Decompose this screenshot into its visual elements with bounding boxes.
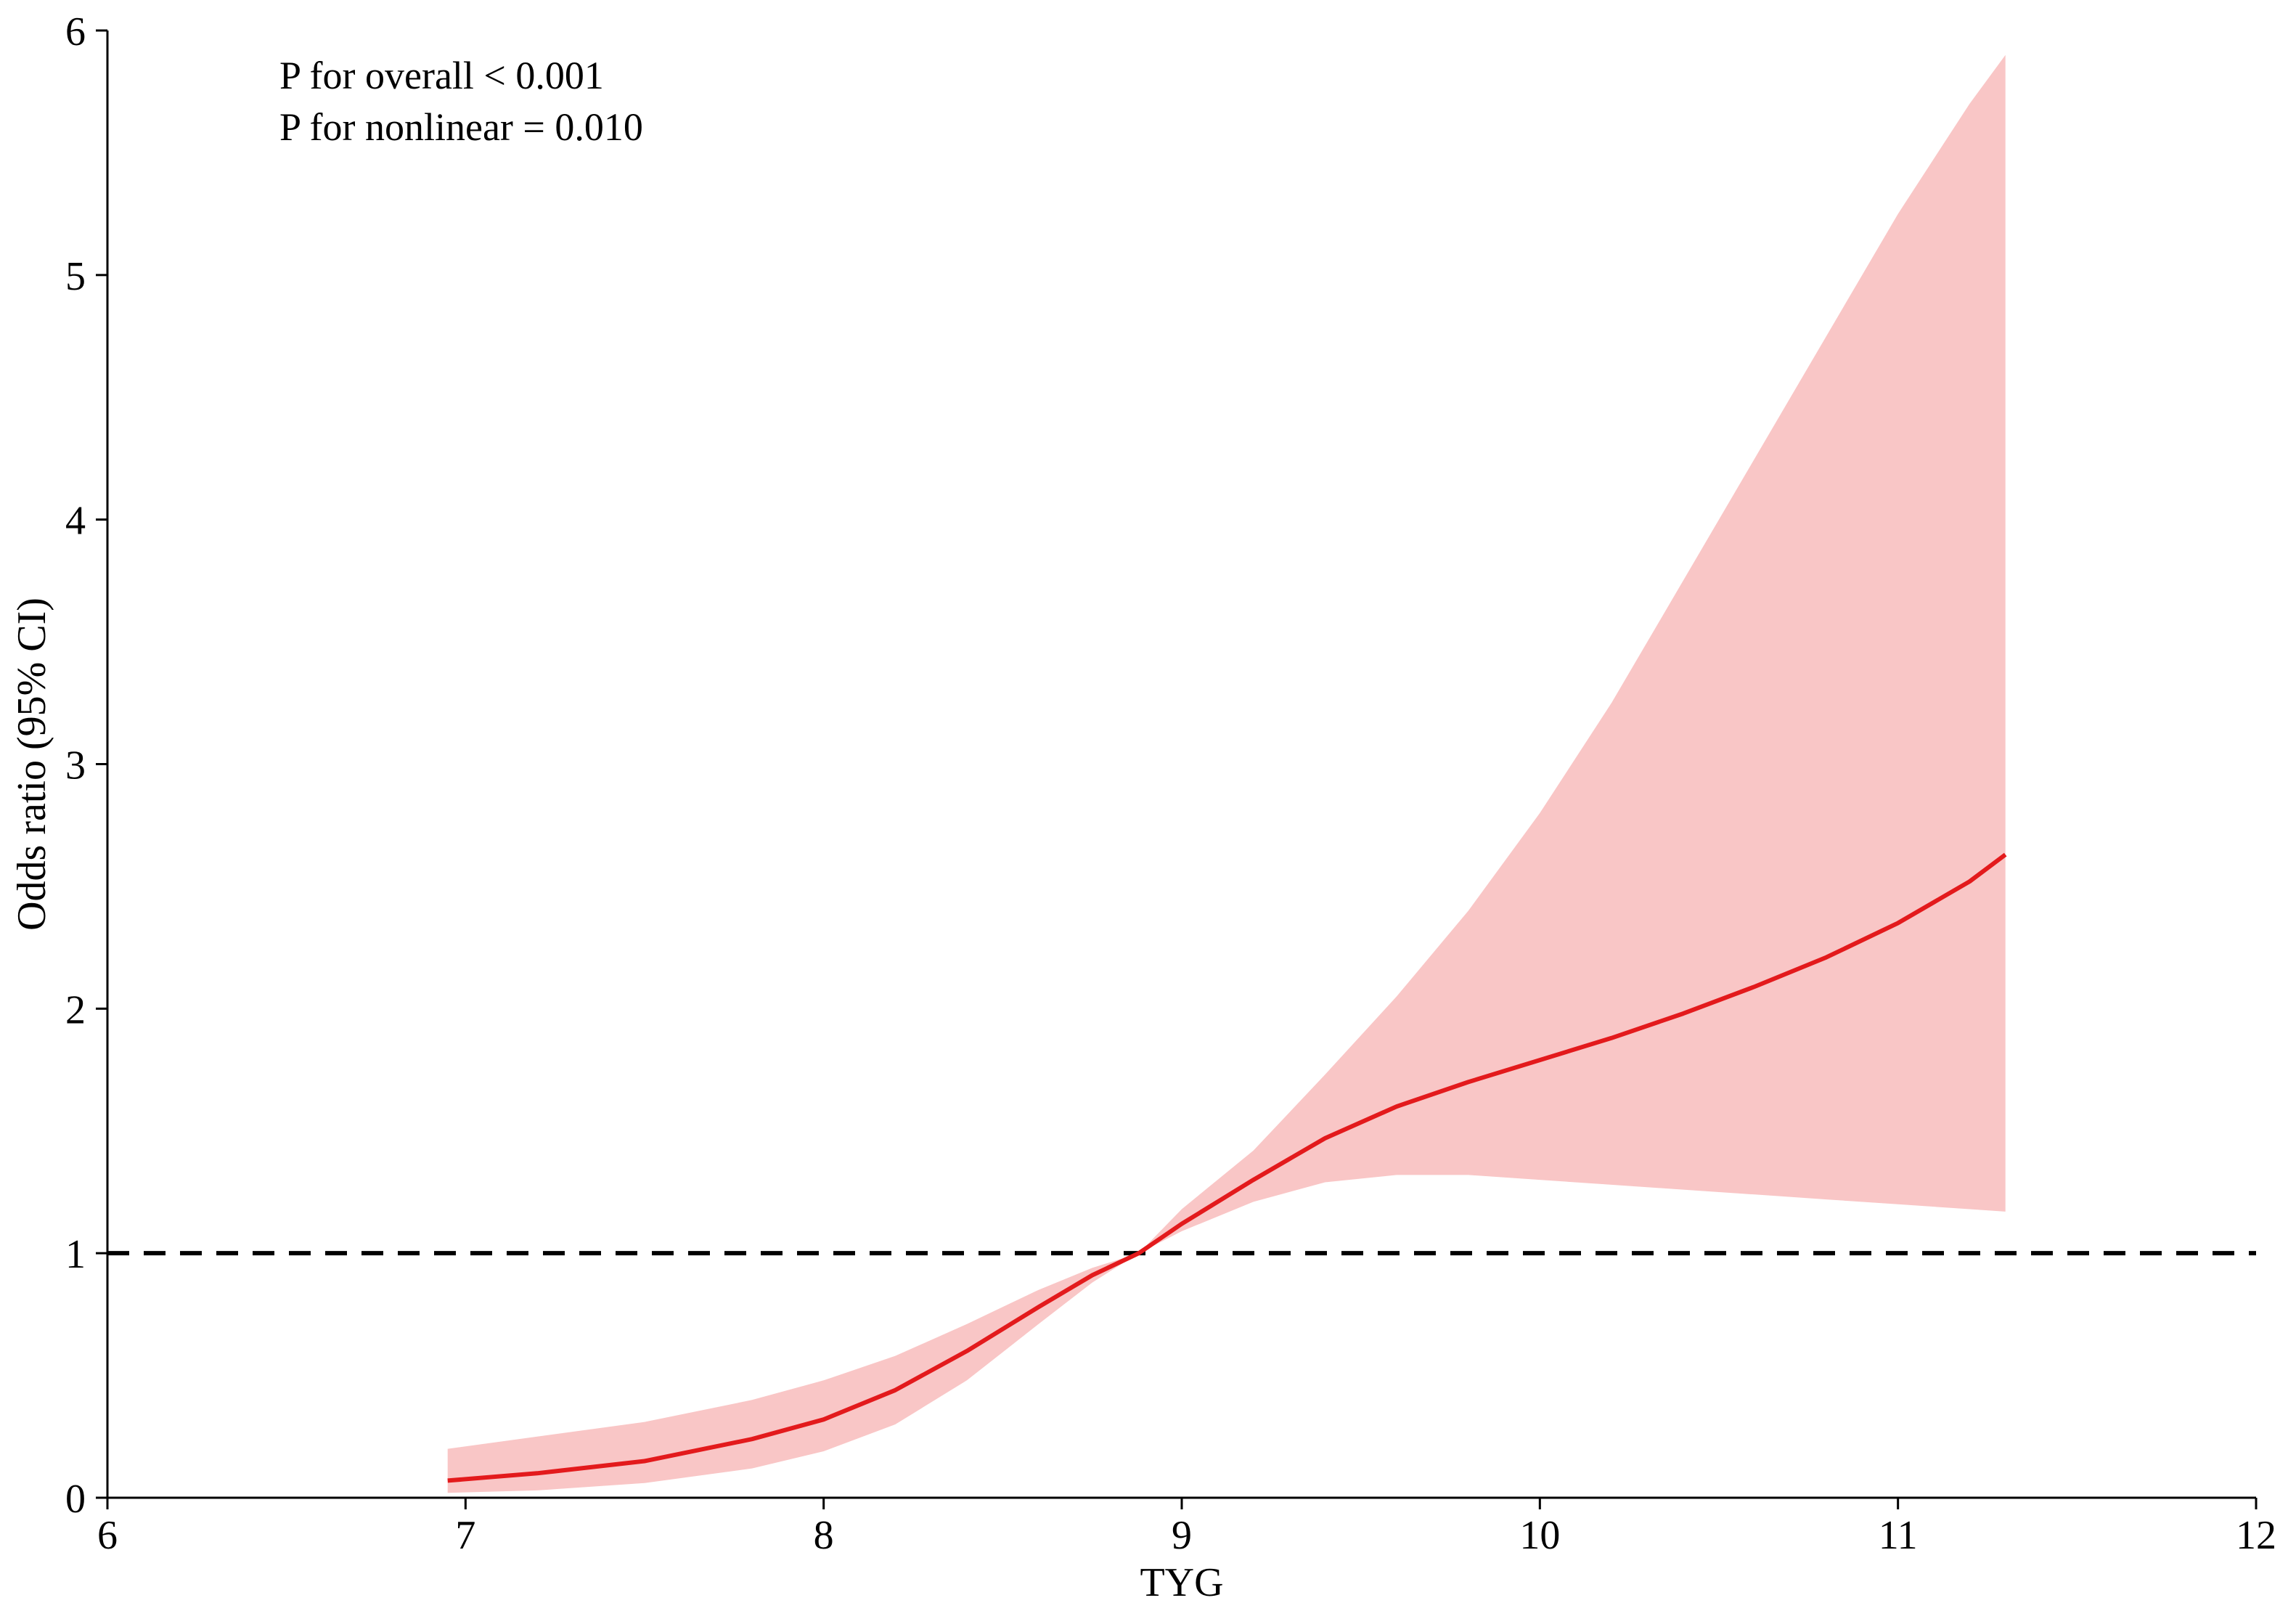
- y-axis-title: Odds ratio (95% CI): [9, 598, 54, 931]
- x-tick-label: 6: [97, 1513, 118, 1558]
- y-tick-label: 5: [65, 254, 86, 299]
- y-tick-label: 2: [65, 987, 86, 1032]
- p-overall-annotation: P for overall < 0.001: [279, 54, 604, 97]
- x-tick-label: 12: [2236, 1513, 2276, 1558]
- confidence-band: [447, 54, 2006, 1493]
- x-tick-label: 10: [1519, 1513, 1560, 1558]
- x-axis-title: TYG: [1140, 1560, 1223, 1605]
- odds-ratio-line-layer: [447, 852, 2007, 1483]
- y-tick-label: 4: [65, 499, 86, 544]
- x-tick-label: 7: [455, 1513, 475, 1558]
- odds-ratio-line: [447, 852, 2007, 1483]
- y-tick-label: 6: [65, 9, 86, 54]
- x-tick-label: 8: [814, 1513, 834, 1558]
- y-tick-label: 0: [65, 1477, 86, 1522]
- y-tick-label: 3: [65, 743, 86, 788]
- confidence-band-layer: [447, 54, 2006, 1493]
- x-tick-label: 11: [1879, 1513, 1918, 1558]
- y-tick-label: 1: [65, 1232, 86, 1277]
- p-nonlinear-annotation: P for nonlinear = 0.010: [279, 105, 643, 149]
- x-tick-label: 9: [1172, 1513, 1192, 1558]
